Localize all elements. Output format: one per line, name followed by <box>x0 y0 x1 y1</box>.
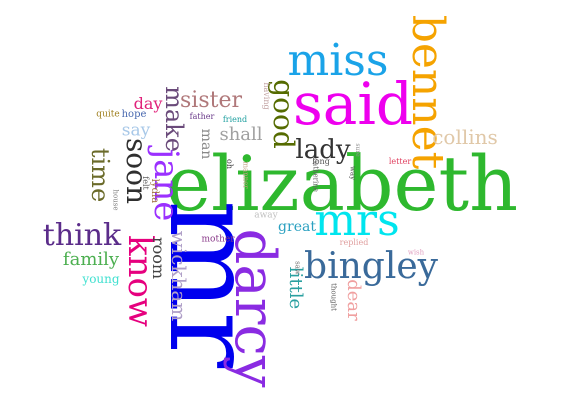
word-great: great <box>278 219 316 235</box>
word-shall: shall <box>219 124 263 145</box>
word-soon: soon <box>120 137 153 205</box>
word-sister: sister <box>180 88 242 113</box>
word-darcy: darcy <box>222 228 287 388</box>
word-elizabeth: elizabeth <box>165 139 519 228</box>
word-way: way <box>348 165 357 181</box>
word-friend: friend <box>222 115 248 124</box>
word-long: long <box>312 157 330 166</box>
word-room: room <box>149 236 168 280</box>
word-mrs: mrs <box>314 195 400 246</box>
word-say: say <box>121 120 151 141</box>
word-saw: saw <box>293 261 302 275</box>
word-family: family <box>62 249 120 270</box>
word-oh: oh <box>225 159 234 169</box>
word-away: away <box>254 210 278 221</box>
word-having: having <box>262 82 271 110</box>
word-make: make <box>160 86 188 152</box>
word-man: man <box>198 128 214 160</box>
word-father: father <box>189 112 215 121</box>
word-lady: lady <box>295 135 351 165</box>
word-think: think <box>42 218 122 253</box>
word-wickham: wickham <box>167 230 191 322</box>
word-said: said <box>292 70 414 138</box>
word-letter: letter <box>388 157 412 166</box>
word-mother: mother <box>201 234 235 245</box>
word-thought: thought <box>329 283 338 311</box>
word-sure: sure <box>354 143 361 157</box>
word-bingley: bingley <box>304 246 438 287</box>
word-manner: manner <box>241 161 250 189</box>
word-replied: replied <box>339 238 369 247</box>
word-wish: wish <box>407 248 425 257</box>
word-lydia: lydia <box>149 178 160 204</box>
word-good: good <box>267 79 300 149</box>
word-collins: collins <box>432 125 498 149</box>
word-catherine: catherine <box>311 158 320 192</box>
word-house: house <box>111 189 120 211</box>
word-dear: dear <box>343 279 364 321</box>
word-day: day <box>133 94 163 113</box>
word-felt: felt <box>141 176 150 190</box>
word-quite: quite <box>96 109 120 120</box>
word-time: time <box>86 147 114 203</box>
word-miss: miss <box>287 35 389 86</box>
word-young: young <box>82 272 120 286</box>
word-hope: hope <box>121 109 147 120</box>
